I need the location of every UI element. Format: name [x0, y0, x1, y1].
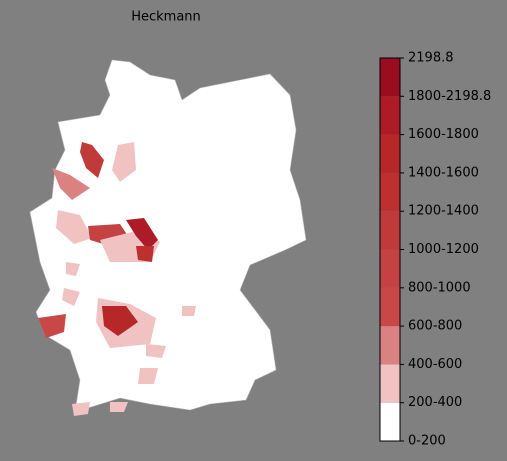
colorbar-label: 200-400	[408, 395, 462, 410]
colorbar-label: 1000-1200	[408, 242, 479, 257]
colorbar-segment	[380, 211, 400, 250]
colorbar-segment	[380, 172, 400, 212]
colorbar-segment	[380, 364, 400, 403]
germany-map	[29, 59, 307, 416]
district-highlights	[38, 142, 196, 416]
colorbar-label: 400-600	[408, 357, 462, 372]
colorbar-segment	[380, 287, 400, 327]
colorbar-label: 2198.8	[408, 51, 454, 66]
colorbar-label: 1600-1800	[408, 127, 479, 142]
colorbar-label: 1800-2198.8	[408, 89, 491, 104]
map-title: Heckmann	[131, 10, 201, 25]
colorbar-label: 600-800	[408, 319, 462, 334]
colorbar-segment	[380, 402, 400, 441]
colorbar-segment	[380, 326, 400, 365]
colorbar-segment	[380, 249, 400, 288]
colorbar-segment	[380, 134, 400, 173]
colorbar-label: 1200-1400	[408, 204, 479, 219]
colorbar-label: 0-200	[408, 434, 446, 449]
colorbar-label: 800-1000	[408, 280, 471, 295]
colorbar-label: 1400-1600	[408, 165, 479, 180]
colorbar-segment	[380, 58, 400, 97]
colorbar-segment	[380, 96, 400, 135]
